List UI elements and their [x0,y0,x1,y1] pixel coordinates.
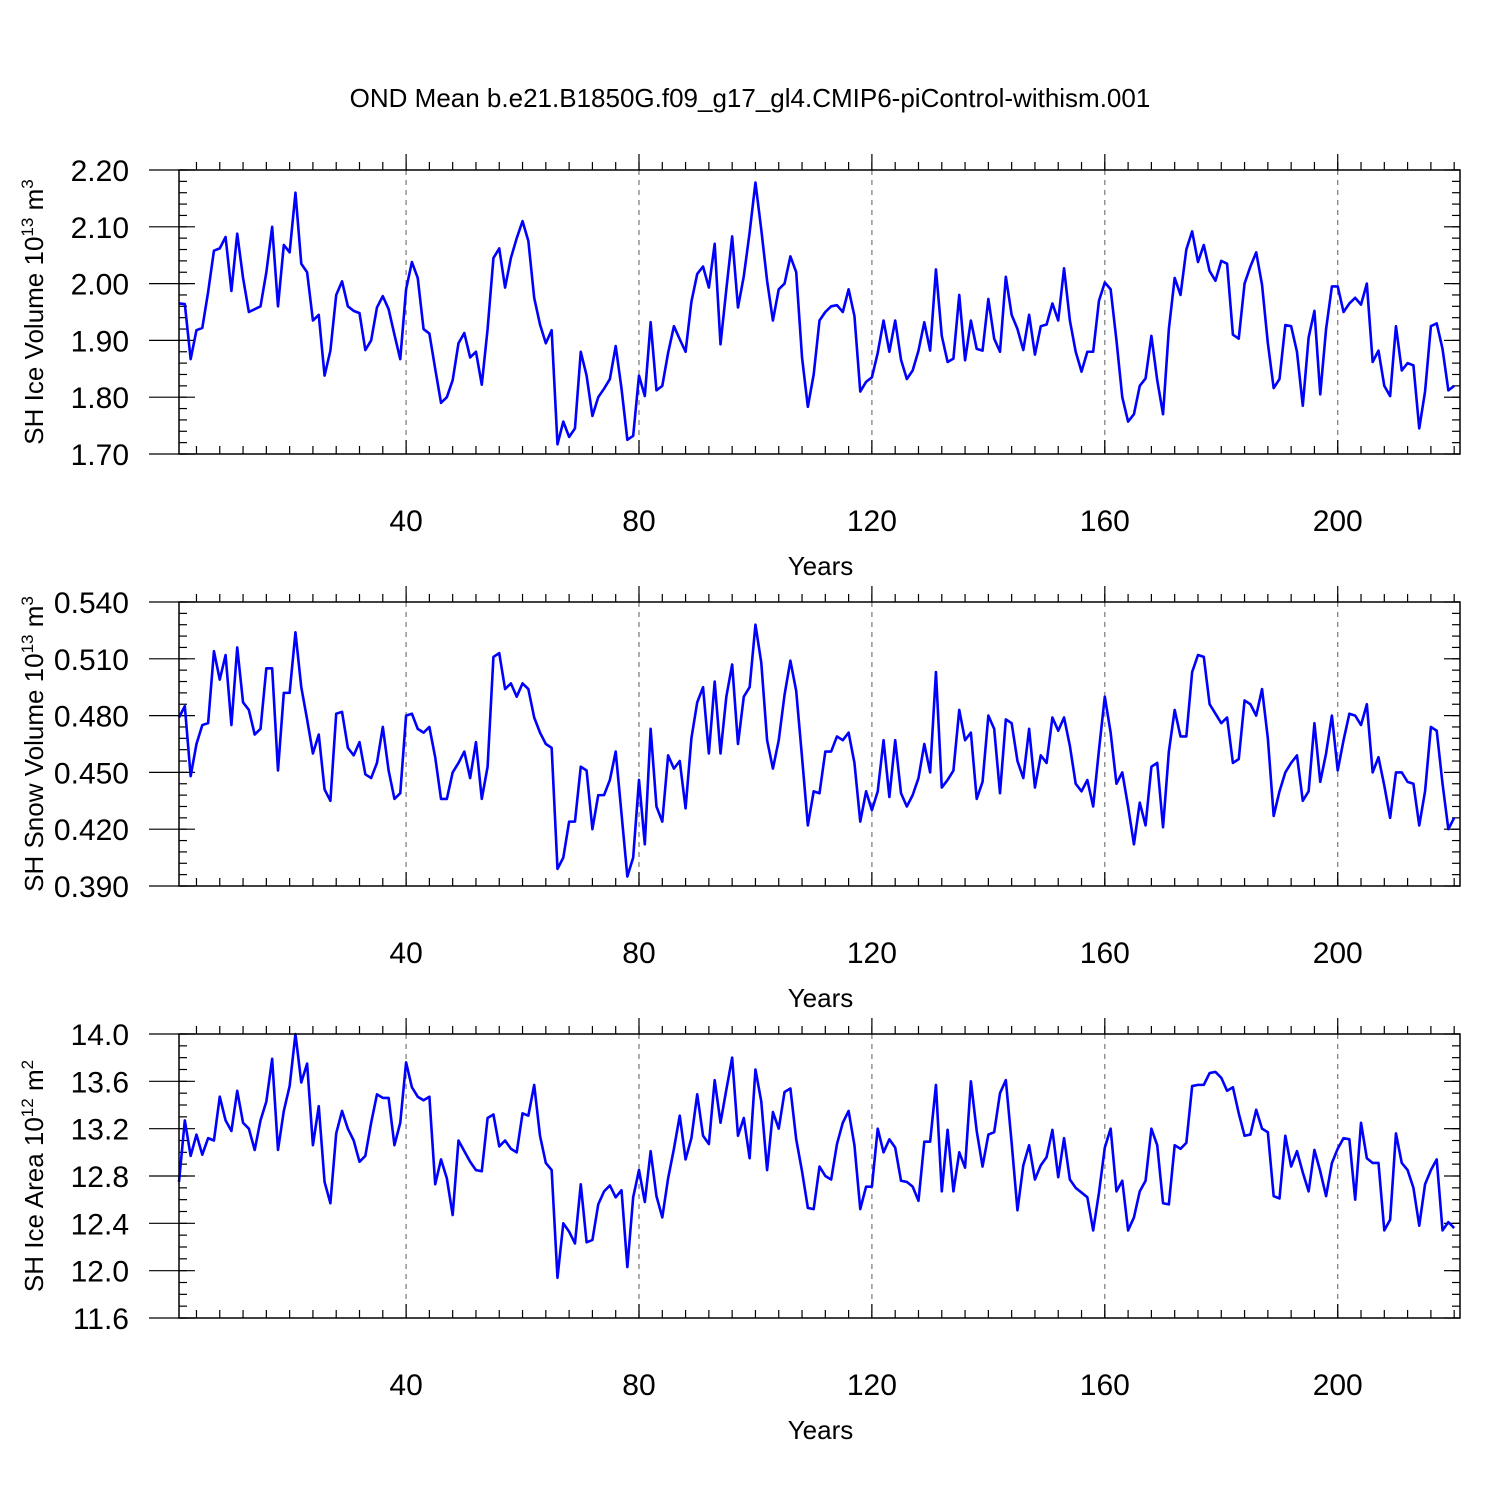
y-axis-title: SH Ice Area 1012 m2 [18,1060,49,1292]
y-axis-title-unit-exp: 2 [18,1060,37,1069]
y-tick-label: 0.390 [54,871,129,904]
y-tick-label: 12.0 [71,1256,129,1289]
plot-frame [178,1033,1461,1319]
x-tick-label: 80 [622,937,655,970]
chart-panel-snow-volume: 40 80 120 160 200 0.390 0.420 0.450 0.480 0.510 0.… [18,586,1461,1013]
y-tick-label: 1.90 [71,325,129,358]
x-tick-label: 200 [1313,505,1363,538]
y-tick-label: 2.10 [71,212,129,245]
y-axis-title: SH Snow Volume 1013 m3 [18,596,49,892]
y-tick-label: 0.480 [54,701,129,734]
plot-frame [178,601,1461,887]
x-axis-title: Years [788,983,854,1013]
x-tick-label: 120 [847,1369,897,1402]
y-tick-label: 1.80 [71,382,129,415]
y-tick-label: 11.6 [73,1303,129,1336]
y-tick-label: 13.6 [71,1066,129,1099]
y-axis-title: SH Ice Volume 1013 m3 [18,179,49,444]
x-tick-label: 200 [1313,1369,1363,1402]
chart-title: OND Mean b.e21.B1850G.f09_g17_gl4.CMIP6-… [350,83,1151,113]
y-tick-label: 0.540 [54,587,129,620]
y-tick-label: 12.4 [71,1208,129,1241]
series-line [177,623,1456,878]
x-tick-label: 40 [389,937,422,970]
x-axis-title: Years [788,1415,854,1445]
y-axis-title-unit-exp: 3 [18,179,37,188]
y-axis-title-exp: 13 [18,218,37,237]
x-tick-label: 160 [1080,1369,1130,1402]
x-tick-label: 40 [389,505,422,538]
y-axis-title-unit: m [19,1069,49,1098]
y-axis-title-main: SH Snow Volume 10 [19,653,49,891]
y-axis-title-main: SH Ice Area 10 [19,1117,49,1292]
y-axis-title-unit: m [19,189,49,218]
y-tick-label: 0.420 [54,814,129,847]
y-axis-title-exp: 12 [18,1098,37,1117]
series-line [178,181,1455,446]
x-tick-label: 160 [1080,937,1130,970]
y-axis-title-unit: m [19,606,49,635]
x-tick-label: 80 [622,505,655,538]
x-axis-title: Years [788,551,854,581]
y-tick-label: 0.510 [54,644,129,677]
x-tick-label: 160 [1080,505,1130,538]
y-tick-label: 13.2 [71,1114,129,1147]
y-tick-label: 2.00 [71,269,129,302]
x-tick-label: 200 [1313,937,1363,970]
panels: 40 80 120 160 200 1.70 1.80 1.90 2.00 2.10 2.20 Yea… [18,154,1461,1445]
series-line [177,1032,1456,1280]
y-tick-label: 12.8 [71,1161,129,1194]
y-tick-label: 2.20 [71,155,129,188]
y-axis-title-main: SH Ice Volume 10 [19,237,49,445]
x-tick-label: 120 [847,505,897,538]
y-axis-title-exp: 13 [18,634,37,653]
x-tick-label: 120 [847,937,897,970]
y-tick-label: 0.450 [54,757,129,790]
y-axis-title-unit-exp: 3 [18,596,37,605]
y-tick-label: 14.0 [71,1019,129,1052]
x-tick-label: 80 [622,1369,655,1402]
y-tick-label: 1.70 [71,439,129,472]
chart-panel-ice-volume: 40 80 120 160 200 1.70 1.80 1.90 2.00 2.10 2.20 Yea… [18,154,1461,581]
chart-panel-ice-area: 40 80 120 160 200 11.6 12.0 12.4 12.8 13.2 13.6 14.… [18,1018,1461,1445]
plot-frame [178,169,1461,455]
x-tick-label: 40 [389,1369,422,1402]
